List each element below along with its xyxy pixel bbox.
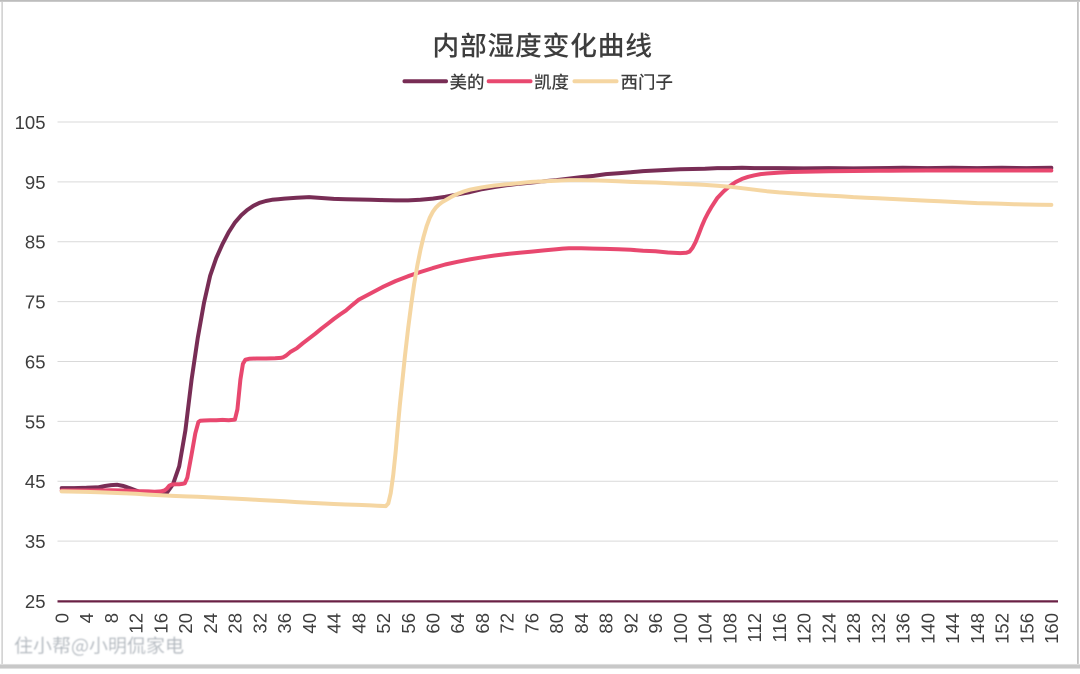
svg-text:128: 128 [843, 613, 864, 644]
svg-text:65: 65 [25, 351, 46, 372]
svg-text:85: 85 [25, 232, 46, 253]
svg-text:36: 36 [274, 613, 295, 634]
svg-text:148: 148 [967, 613, 988, 644]
svg-text:8: 8 [101, 613, 122, 623]
svg-text:104: 104 [695, 613, 716, 644]
svg-text:64: 64 [447, 613, 468, 634]
svg-text:95: 95 [25, 172, 46, 193]
svg-text:75: 75 [25, 292, 46, 313]
svg-text:4: 4 [76, 613, 97, 623]
svg-text:120: 120 [794, 613, 815, 644]
svg-text:144: 144 [942, 613, 963, 644]
svg-text:24: 24 [200, 613, 221, 634]
svg-text:0: 0 [51, 613, 72, 623]
svg-text:12: 12 [126, 613, 147, 634]
svg-text:132: 132 [868, 613, 889, 644]
svg-text:72: 72 [497, 613, 518, 634]
svg-text:140: 140 [917, 613, 938, 644]
svg-text:55: 55 [25, 411, 46, 432]
svg-text:105: 105 [15, 112, 46, 133]
svg-text:35: 35 [25, 531, 46, 552]
svg-text:96: 96 [645, 613, 666, 634]
svg-text:84: 84 [571, 613, 592, 634]
svg-text:100: 100 [670, 613, 691, 644]
svg-text:52: 52 [373, 613, 394, 634]
svg-text:136: 136 [893, 613, 914, 644]
svg-text:44: 44 [324, 613, 345, 634]
svg-text:112: 112 [744, 613, 765, 643]
svg-text:124: 124 [818, 613, 839, 644]
svg-text:45: 45 [25, 471, 46, 492]
svg-text:40: 40 [299, 613, 320, 634]
svg-text:25: 25 [25, 591, 46, 612]
svg-text:20: 20 [175, 613, 196, 634]
svg-text:152: 152 [992, 613, 1013, 644]
svg-text:60: 60 [423, 613, 444, 634]
svg-text:108: 108 [719, 613, 740, 644]
svg-text:68: 68 [472, 613, 493, 634]
svg-text:156: 156 [1016, 613, 1037, 644]
svg-text:28: 28 [225, 613, 246, 634]
svg-text:160: 160 [1041, 613, 1062, 644]
svg-text:16: 16 [150, 613, 171, 634]
svg-text:76: 76 [522, 613, 543, 634]
svg-text:80: 80 [546, 613, 567, 634]
svg-text:92: 92 [620, 613, 641, 634]
svg-text:88: 88 [596, 613, 617, 634]
svg-text:56: 56 [398, 613, 419, 634]
svg-text:32: 32 [249, 613, 270, 634]
svg-text:116: 116 [769, 613, 790, 643]
svg-text:48: 48 [348, 613, 369, 634]
